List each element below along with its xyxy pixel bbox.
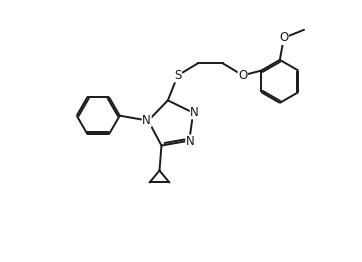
Text: O: O <box>238 69 248 82</box>
Text: S: S <box>174 69 181 82</box>
Text: N: N <box>142 114 151 127</box>
Text: O: O <box>279 31 289 44</box>
Text: N: N <box>186 135 195 148</box>
Text: N: N <box>190 106 199 119</box>
